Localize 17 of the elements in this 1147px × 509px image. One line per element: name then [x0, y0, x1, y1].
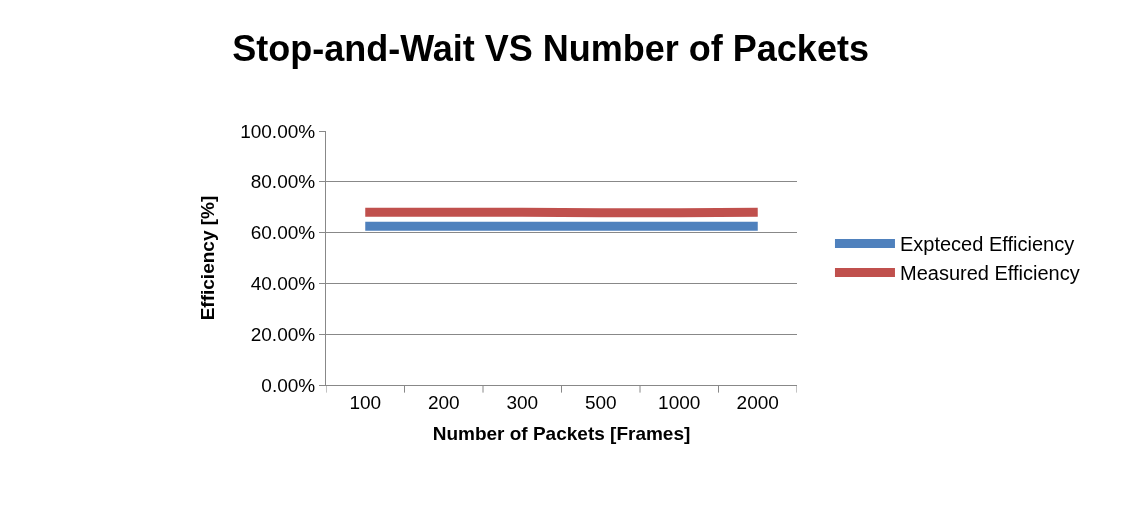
x-tick-label: 100 — [349, 391, 382, 413]
legend-label: Expteced Efficiency — [899, 233, 1075, 256]
y-tick-label: 0.00% — [261, 374, 316, 396]
x-tick-label: 2000 — [736, 391, 779, 413]
y-tick-label: 40.00% — [250, 273, 316, 295]
x-tick-label: 1000 — [658, 391, 701, 413]
y-tick-label: 100.00% — [240, 120, 316, 142]
chart-title: Stop-and-Wait VS Number of Packets — [232, 27, 869, 69]
y-tick-label: 20.00% — [250, 323, 316, 345]
x-tick-label: 200 — [427, 391, 460, 413]
y-tick-label: 60.00% — [250, 222, 316, 244]
x-tick-label: 300 — [506, 391, 539, 413]
x-axis-title: Number of Packets [Frames] — [432, 422, 691, 444]
y-tick-label: 80.00% — [250, 171, 316, 193]
legend-label: Measured Efficiency — [899, 262, 1080, 285]
y-axis-title: Efficiency [%] — [197, 195, 219, 321]
x-tick-label: 500 — [584, 391, 617, 413]
